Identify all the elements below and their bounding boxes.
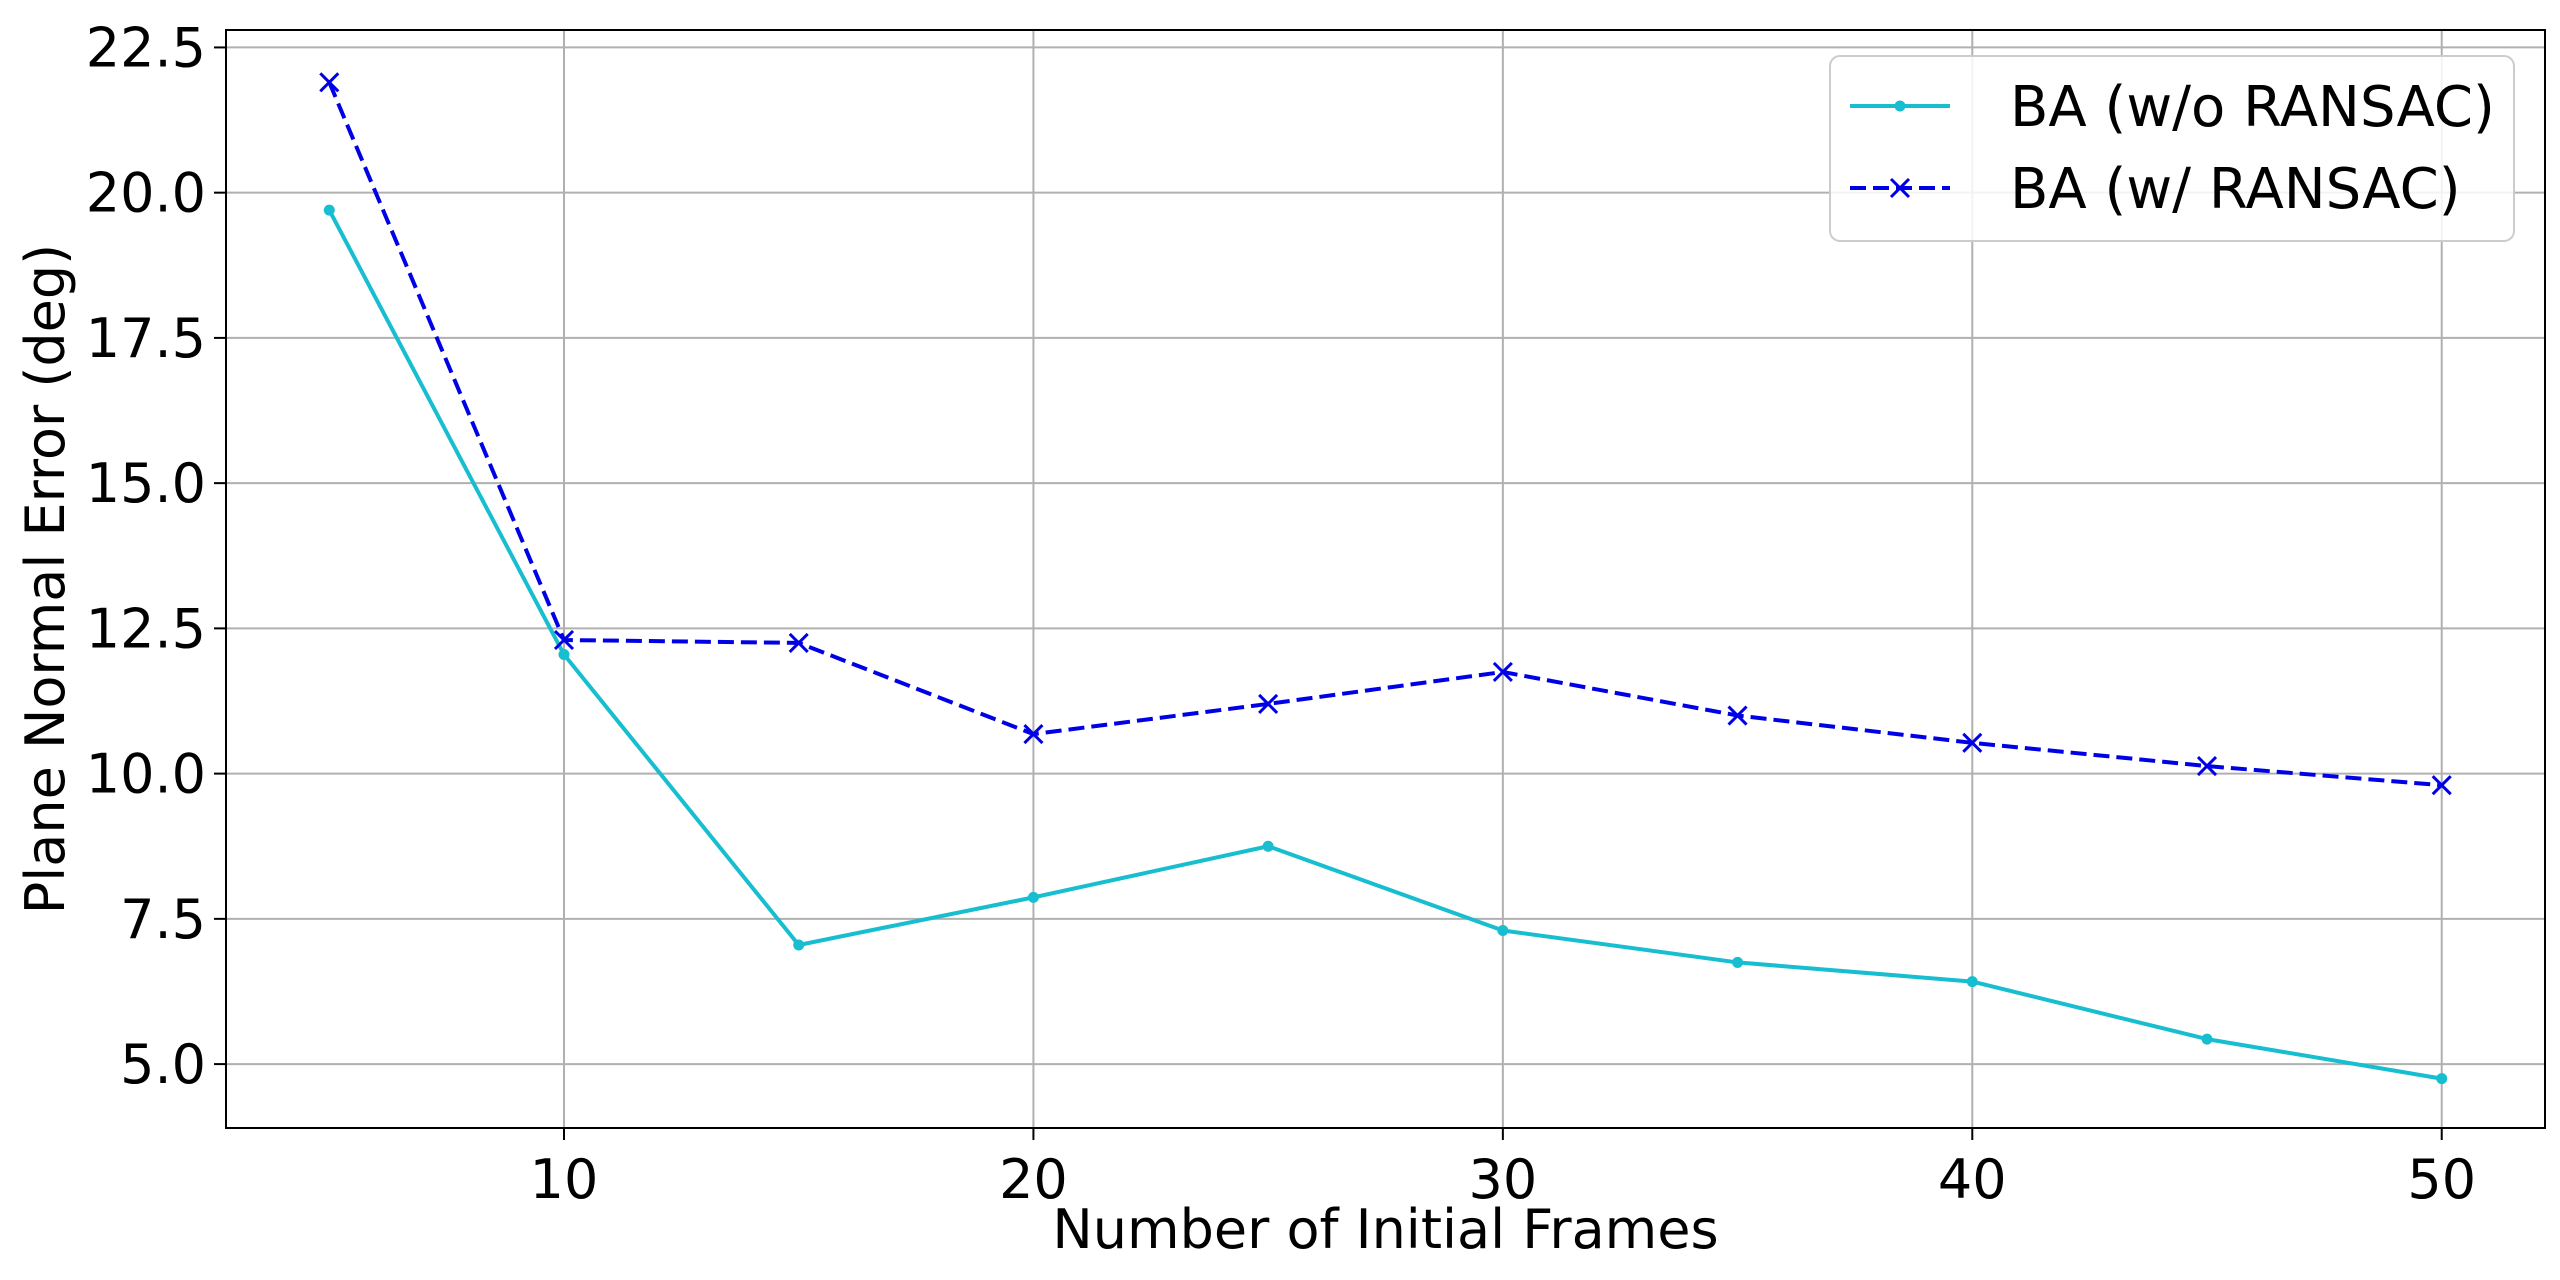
data-point — [1966, 976, 1978, 988]
legend-item: BA (w/ RANSAC) — [1850, 157, 2461, 222]
y-tick-label: 12.5 — [86, 597, 206, 660]
y-tick-label: 17.5 — [86, 307, 206, 370]
x-tick-label: 40 — [1938, 1148, 2007, 1211]
data-point — [1727, 705, 1748, 726]
legend: BA (w/o RANSAC) BA (w/ RANSAC) — [1829, 55, 2515, 242]
y-tick-label: 10.0 — [86, 743, 206, 806]
data-point — [1962, 732, 1983, 753]
legend-box — [1829, 55, 2515, 242]
data-point — [323, 204, 335, 216]
y-tick-label: 22.5 — [86, 16, 206, 79]
x-tick-label: 20 — [999, 1148, 1068, 1211]
ticks: 10 20 30 40 50 5.0 7.5 10.0 12.5 15.0 17.5 20.0 22.5 — [86, 16, 2476, 1211]
series-line — [327, 81, 2442, 788]
data-point — [2431, 775, 2452, 796]
data-point — [1027, 891, 1039, 903]
y-tick-label: 5.0 — [120, 1033, 206, 1096]
series-1 — [319, 72, 2452, 796]
data-point — [1492, 661, 1513, 683]
data-point — [1023, 724, 1044, 745]
series-line — [327, 209, 2443, 1081]
y-tick-label: 15.0 — [86, 452, 206, 515]
y-axis-label: Plane Normal Error (deg) — [14, 244, 77, 915]
legend-item: BA (w/o RANSAC) — [1850, 75, 2495, 140]
legend-marker — [1889, 177, 1911, 199]
series-layer — [319, 72, 2452, 1085]
x-tick-label: 10 — [530, 1148, 599, 1211]
data-point — [788, 632, 809, 653]
y-tick-label: 7.5 — [120, 888, 206, 951]
data-point — [2436, 1073, 2448, 1085]
x-tick-label: 50 — [2407, 1148, 2476, 1211]
grid — [226, 30, 2545, 1128]
x-axis-label: Number of Initial Frames — [1052, 1198, 1718, 1261]
data-point — [553, 629, 575, 651]
series-0 — [323, 204, 2448, 1085]
data-point — [1262, 840, 1274, 852]
data-point — [793, 939, 805, 951]
legend-label: BA (w/o RANSAC) — [2010, 75, 2495, 140]
data-point — [558, 649, 570, 661]
legend-marker — [1894, 100, 1906, 112]
data-point — [2196, 756, 2218, 777]
data-point — [1732, 956, 1744, 968]
data-point — [1258, 693, 1279, 714]
data-point — [1497, 924, 1509, 936]
x-tick-label: 30 — [1468, 1148, 1537, 1211]
y-tick-label: 20.0 — [86, 162, 206, 225]
data-point — [2201, 1033, 2213, 1045]
legend-label: BA (w/ RANSAC) — [2010, 157, 2461, 222]
plot-frame — [225, 29, 2546, 1129]
data-point — [319, 72, 340, 93]
